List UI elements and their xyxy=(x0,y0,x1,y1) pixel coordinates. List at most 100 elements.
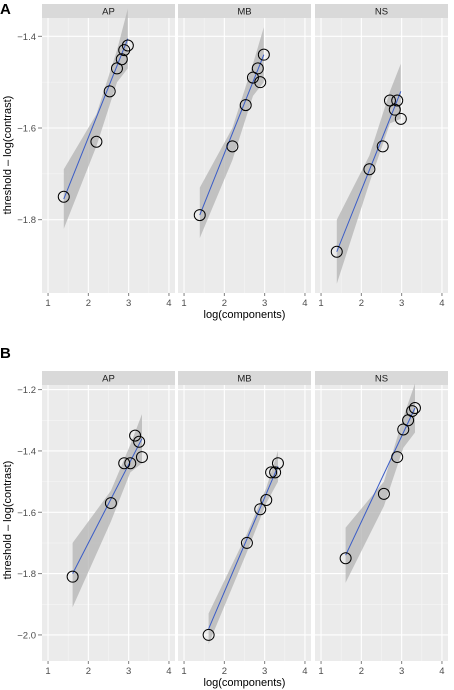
data-point xyxy=(121,39,134,52)
x-tick-label: 2 xyxy=(86,298,91,309)
x-tick-label: 2 xyxy=(86,666,91,677)
data-point xyxy=(115,53,128,66)
facet-ap: AP 1 2 3 4 xyxy=(42,4,175,309)
data-point xyxy=(239,99,252,112)
y-tick-label: −2.0 xyxy=(17,630,36,641)
x-tick-label: 3 xyxy=(399,298,404,309)
regression-line xyxy=(72,438,143,574)
data-point xyxy=(394,112,407,125)
data-point xyxy=(251,62,264,75)
facet-strip xyxy=(42,4,175,18)
data-point xyxy=(254,76,267,89)
x-tick-label: 4 xyxy=(166,298,171,309)
facet-mb: MB 1 2 3 4 xyxy=(178,4,311,309)
data-point xyxy=(66,570,79,583)
data-point xyxy=(246,71,259,84)
data-point xyxy=(135,451,148,464)
facet-strip xyxy=(315,371,448,385)
data-point xyxy=(226,140,239,153)
data-point xyxy=(110,62,123,75)
data-point xyxy=(265,466,278,479)
x-tick-label: 4 xyxy=(302,666,307,677)
data-point xyxy=(104,497,117,510)
x-tick-label: 3 xyxy=(262,298,267,309)
data-point xyxy=(260,494,273,506)
regression-line xyxy=(63,38,129,200)
x-tick-label: 1 xyxy=(181,298,186,309)
data-point xyxy=(397,423,410,436)
facet-ns: NS 1 2 3 4 xyxy=(315,4,448,309)
facet-strip xyxy=(42,371,175,385)
x-tick-label: 4 xyxy=(439,298,444,309)
data-point xyxy=(90,135,103,148)
x-tick-label: 1 xyxy=(45,298,50,309)
regression-line xyxy=(336,91,402,252)
y-tick-label: −1.8 xyxy=(17,569,36,580)
confidence-band xyxy=(336,63,401,284)
data-point xyxy=(406,405,419,418)
x-axis-label: log(components) xyxy=(204,309,286,321)
x-tick-label: 1 xyxy=(181,666,186,677)
confidence-band xyxy=(345,383,415,583)
y-axis-label: threshold – log(contrast) xyxy=(2,96,14,215)
x-tick-label: 1 xyxy=(318,666,323,677)
y-tick-label: −1.6 xyxy=(17,124,36,135)
facet-ap: AP 1 2 3 4 xyxy=(42,371,175,677)
data-point xyxy=(391,94,404,107)
data-point xyxy=(269,466,282,479)
data-point xyxy=(124,457,137,470)
facet-strip-label: NS xyxy=(375,7,388,18)
data-point xyxy=(103,85,116,98)
panel-letter: B xyxy=(0,345,11,362)
x-tick-label: 2 xyxy=(222,666,227,677)
x-axis-label: log(components) xyxy=(204,677,286,689)
x-tick-label: 3 xyxy=(126,298,131,309)
data-point xyxy=(391,451,404,464)
panel-letter: A xyxy=(0,1,11,18)
facet-ns: NS 1 2 3 4 xyxy=(315,371,448,677)
y-tick-label: −1.2 xyxy=(17,385,36,396)
x-tick-label: 3 xyxy=(262,666,267,677)
facet-strip-label: AP xyxy=(102,374,115,385)
data-point xyxy=(271,457,284,470)
data-point xyxy=(377,487,390,500)
facet-strip xyxy=(178,4,311,18)
x-tick-label: 4 xyxy=(439,666,444,677)
data-point xyxy=(240,536,253,549)
x-tick-label: 4 xyxy=(166,666,171,677)
y-axis-label: threshold – log(contrast) xyxy=(2,461,14,580)
data-point xyxy=(363,163,376,176)
data-point xyxy=(388,103,401,116)
y-tick-label: −1.6 xyxy=(17,508,36,519)
x-tick-label: 3 xyxy=(399,666,404,677)
data-point xyxy=(383,94,396,107)
x-tick-label: 4 xyxy=(302,298,307,309)
facet-strip xyxy=(178,371,311,385)
y-tick-label: −1.8 xyxy=(17,215,36,226)
x-tick-label: 1 xyxy=(318,298,323,309)
data-point xyxy=(133,435,146,448)
data-point xyxy=(254,503,267,516)
facet-strip-label: NS xyxy=(375,374,388,385)
data-point xyxy=(376,140,389,153)
x-tick-label: 2 xyxy=(222,298,227,309)
regression-line xyxy=(199,54,265,216)
data-point xyxy=(330,245,343,258)
data-point xyxy=(339,552,352,565)
data-point xyxy=(57,190,70,203)
x-tick-label: 3 xyxy=(126,666,131,677)
x-tick-label: 1 xyxy=(45,666,50,677)
y-tick-label: −1.4 xyxy=(17,446,36,457)
data-point xyxy=(118,457,131,470)
data-point xyxy=(257,48,270,61)
facet-strip-label: MB xyxy=(237,374,251,385)
regression-line xyxy=(345,407,416,556)
data-point xyxy=(408,402,421,414)
facet-strip-label: MB xyxy=(237,7,251,18)
x-tick-label: 2 xyxy=(359,666,364,677)
facet-mb: MB 1 2 3 4 xyxy=(178,371,311,677)
data-point xyxy=(202,628,215,641)
